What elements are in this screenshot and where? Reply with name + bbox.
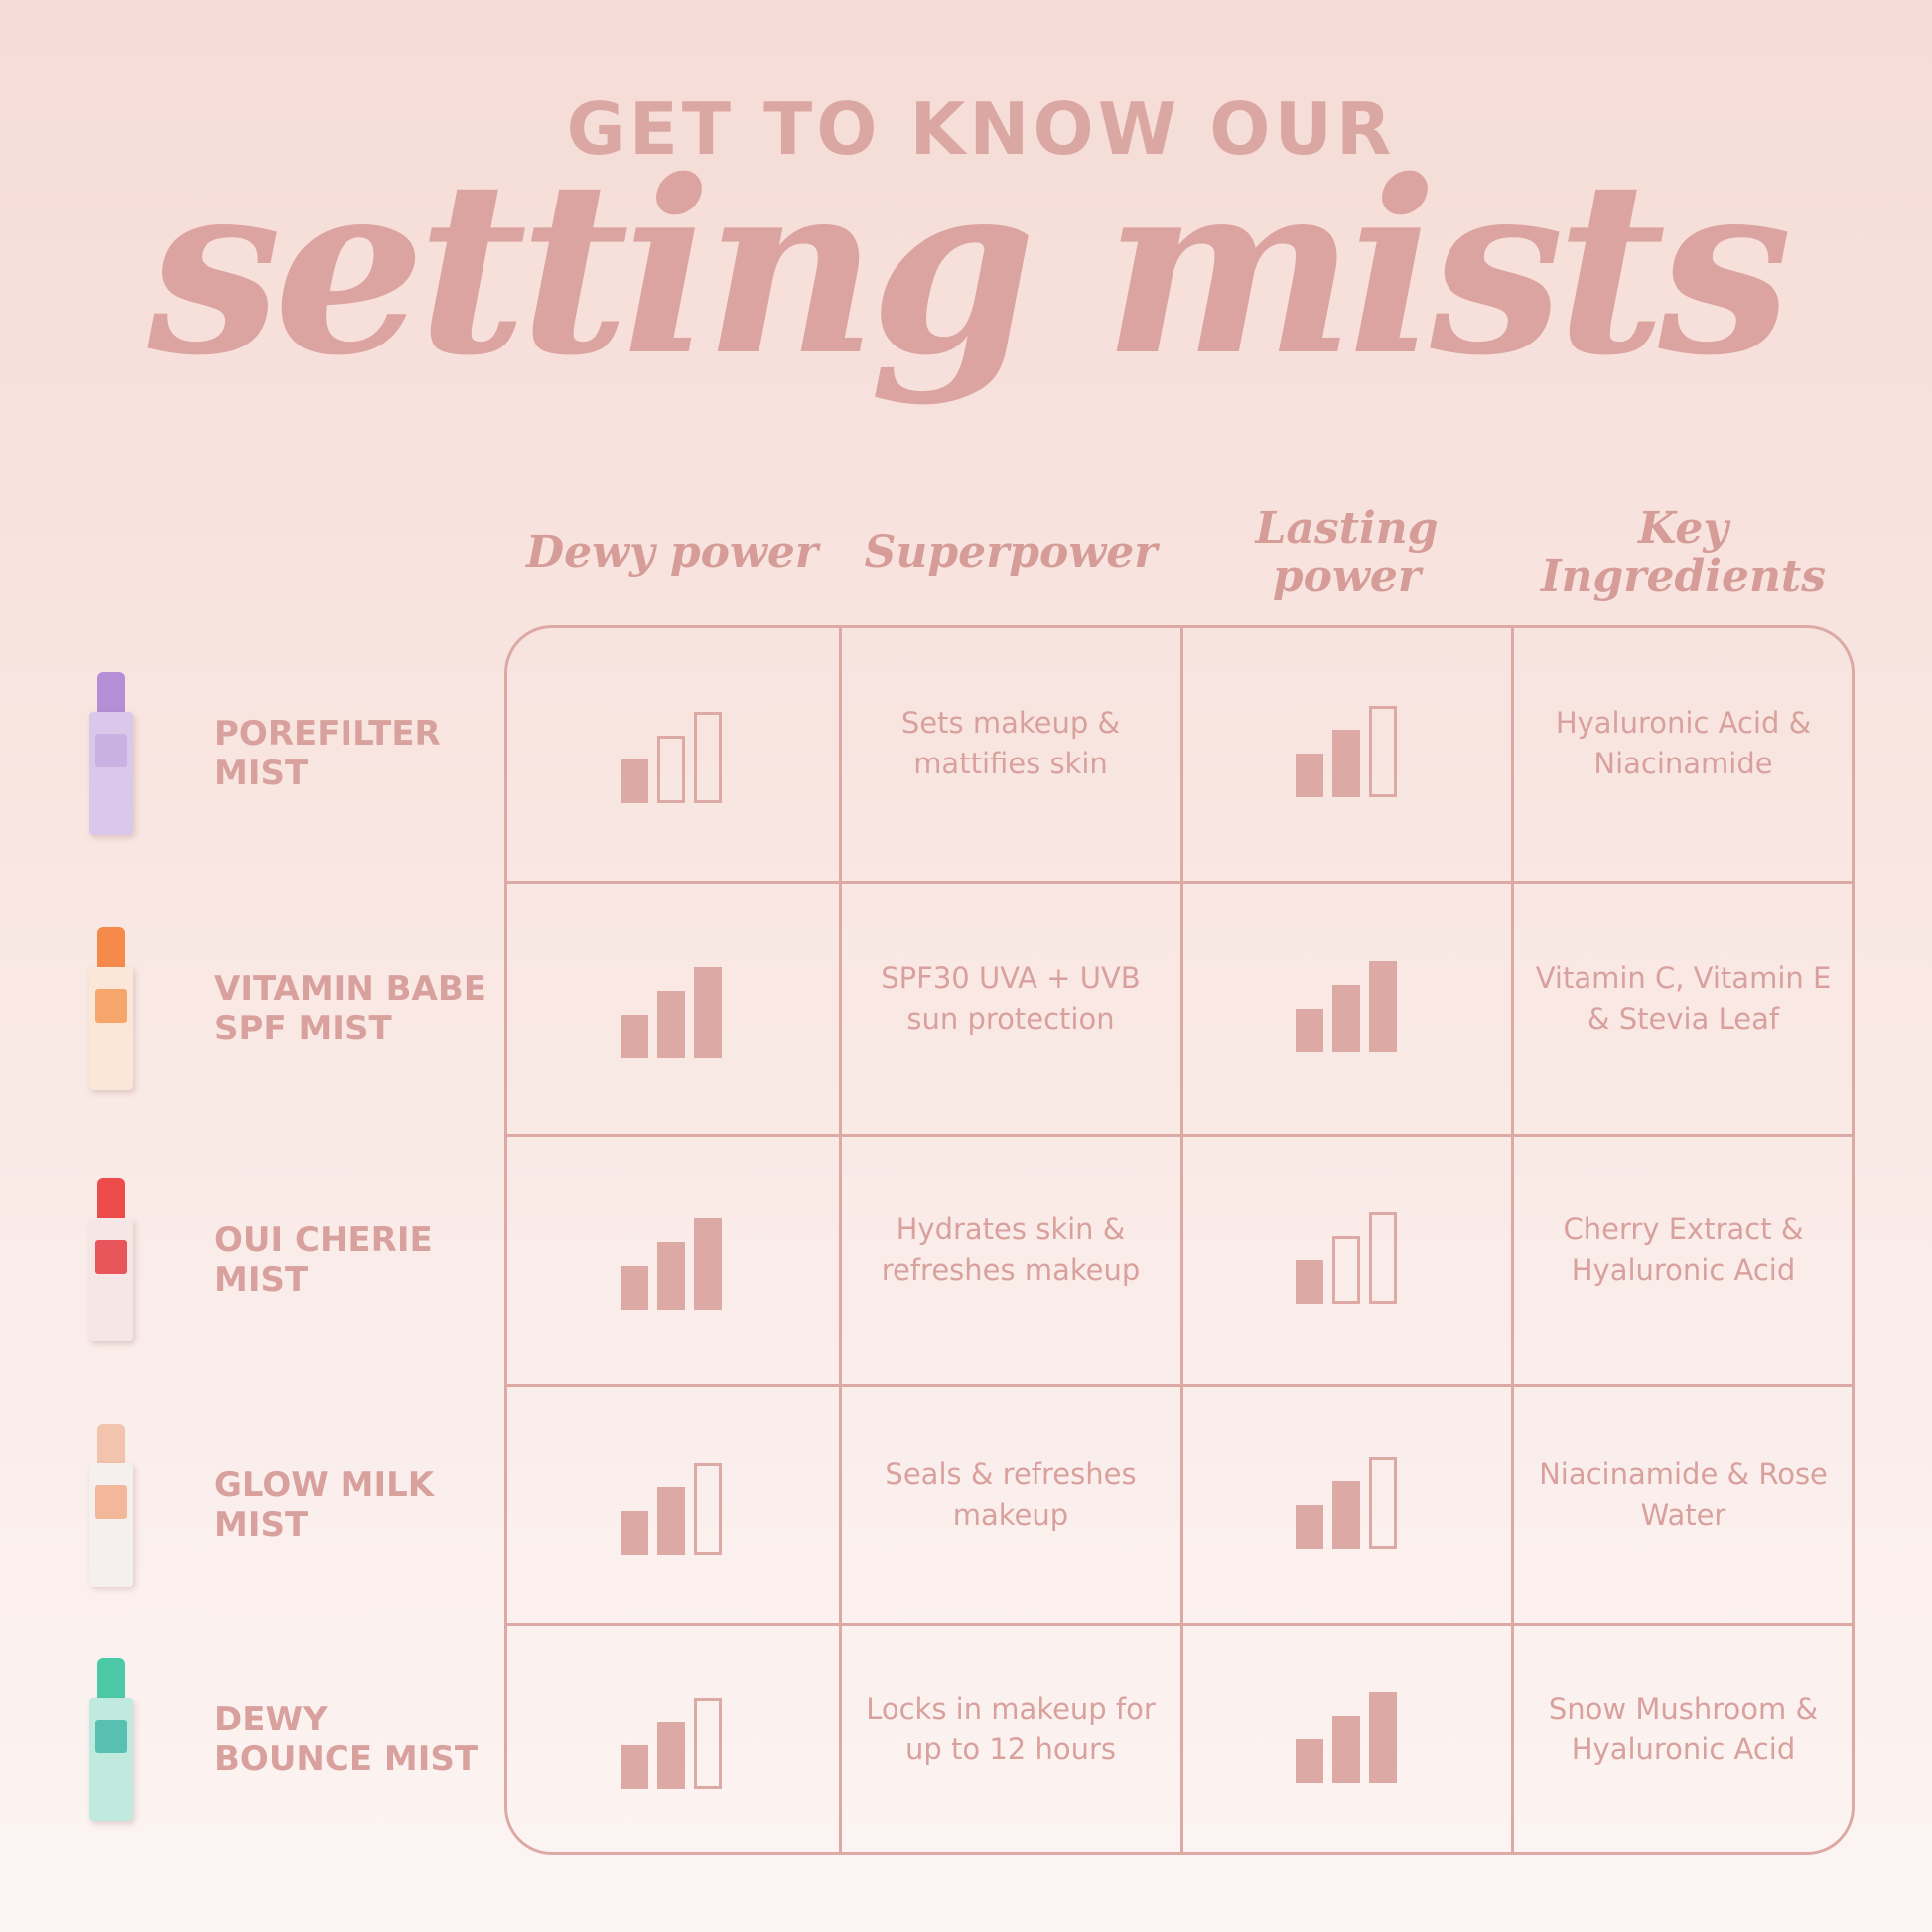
rating-bar (621, 1014, 648, 1058)
rating-bar (621, 1745, 648, 1789)
lasting-power-rating (1295, 957, 1399, 1052)
rating-bar (657, 1242, 685, 1310)
header-key-ingredients: Key Ingredients (1540, 503, 1827, 602)
column-divider (1180, 625, 1183, 1855)
rating-bar (694, 712, 722, 803)
key-ingredients-text: Cherry Extract & Hyaluronic Acid (1563, 1212, 1804, 1287)
bottle-label (95, 1720, 127, 1753)
product-name-line2: BOUNCE MIST (214, 1739, 479, 1779)
product-name-line2: MIST (214, 754, 309, 793)
row-divider (504, 1384, 1855, 1387)
product-name: OUI CHERIE MIST (214, 1220, 433, 1300)
dewy-power-rating (621, 1459, 724, 1555)
rating-bar (1368, 1212, 1397, 1304)
product-name: VITAMIN BABE SPF MIST (214, 969, 486, 1048)
title-script: setting mists (147, 128, 1793, 408)
header-superpower: Superpower (864, 527, 1158, 578)
dewy-power-rating (621, 1694, 724, 1789)
superpower-text: Hydrates skin & refreshes makeup (881, 1212, 1141, 1287)
bottle-cap (97, 1423, 125, 1467)
product-name-line1: VITAMIN BABE (214, 968, 486, 1009)
row-divider (504, 1623, 1855, 1626)
title-top: GET TO KNOW OUR (566, 87, 1396, 171)
header-lasting-power: Lasting power (1255, 503, 1439, 602)
product-bottle-image (89, 1423, 133, 1587)
bottle-label (95, 1240, 127, 1274)
bottle-label (95, 1484, 127, 1519)
bottle-cap (97, 672, 125, 716)
product-name: DEWY BOUNCE MIST (214, 1700, 478, 1779)
rating-bar (1368, 706, 1397, 797)
bottle-body (89, 966, 133, 1090)
lasting-power-rating (1295, 1208, 1399, 1304)
comparison-table (504, 625, 1855, 1855)
rating-bar (1295, 1260, 1323, 1304)
row-divider (504, 881, 1855, 884)
dewy-power-rating (621, 1214, 724, 1310)
bottle-body (89, 1462, 133, 1587)
product-name: GLOW MILK MIST (214, 1465, 434, 1545)
header-dewy-power: Dewy power (525, 527, 819, 578)
rating-bar (657, 990, 685, 1058)
key-ingredients-text: Snow Mushroom & Hyaluronic Acid (1548, 1692, 1819, 1766)
superpower-text: SPF30 UVA + UVB sun protection (881, 960, 1141, 1035)
rating-bar (1331, 984, 1360, 1052)
bottle-label (95, 988, 127, 1023)
rating-bar (657, 1486, 685, 1555)
rating-bar (1368, 1456, 1397, 1549)
rating-bar (1368, 1692, 1397, 1783)
superpower-text: Sets makeup & mattifies skin (900, 706, 1121, 780)
row-divider (504, 1134, 1855, 1137)
product-bottle-image (89, 672, 133, 835)
rating-bar (657, 1722, 685, 1789)
column-divider (839, 625, 842, 1855)
rating-bar (621, 1266, 648, 1310)
product-bottle-image (89, 1658, 133, 1821)
product-bottle-image (89, 1178, 133, 1341)
product-name-line2: MIST (214, 1260, 309, 1300)
product-name-line1: POREFILTER (214, 714, 441, 754)
dewy-power-rating (621, 708, 724, 803)
dewy-power-rating (621, 963, 724, 1058)
product-bottle-image (89, 926, 133, 1090)
lasting-power-rating (1295, 1453, 1399, 1549)
product-name-line1: GLOW MILK (214, 1464, 435, 1505)
rating-bar (1295, 1739, 1323, 1783)
bottle-label (95, 734, 127, 767)
rating-bar (1331, 1480, 1360, 1549)
bottle-body (89, 712, 133, 835)
rating-bar (694, 966, 722, 1058)
superpower-text: Locks in makeup for up to 12 hours (866, 1692, 1156, 1766)
column-divider (1511, 625, 1514, 1855)
bottle-body (89, 1218, 133, 1341)
rating-bar (1331, 1236, 1360, 1304)
rating-bar (694, 1218, 722, 1310)
product-name-line1: DEWY (214, 1700, 328, 1739)
rating-bar (1368, 960, 1397, 1052)
rating-bar (1295, 754, 1323, 797)
bottle-cap (97, 1658, 125, 1702)
product-name: POREFILTER MIST (214, 714, 441, 793)
rating-bar (694, 1462, 722, 1555)
key-ingredients-text: Vitamin C, Vitamin E & Stevia Leaf (1535, 960, 1832, 1035)
rating-bar (1331, 1716, 1360, 1783)
rating-bar (657, 736, 685, 803)
key-ingredients-text: Hyaluronic Acid & Niacinamide (1555, 706, 1812, 780)
rating-bar (1331, 730, 1360, 797)
bottle-cap (97, 926, 125, 971)
product-name-line2: MIST (214, 1504, 309, 1545)
key-ingredients-text: Niacinamide & Rose Water (1539, 1456, 1828, 1532)
rating-bar (1295, 1008, 1323, 1052)
product-name-line1: OUI CHERIE (214, 1220, 433, 1260)
bottle-cap (97, 1178, 125, 1222)
rating-bar (621, 1510, 648, 1555)
bottle-body (89, 1698, 133, 1821)
product-name-line2: SPF MIST (214, 1008, 392, 1048)
lasting-power-rating (1295, 702, 1399, 797)
rating-bar (694, 1698, 722, 1789)
superpower-text: Seals & refreshes makeup (885, 1456, 1137, 1532)
lasting-power-rating (1295, 1688, 1399, 1783)
rating-bar (621, 759, 648, 803)
rating-bar (1295, 1504, 1323, 1549)
